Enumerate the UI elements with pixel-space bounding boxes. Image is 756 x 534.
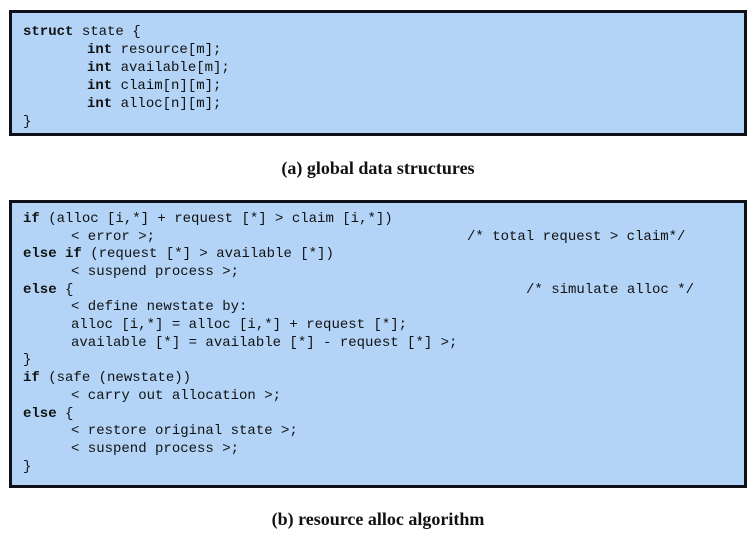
- code-line: }: [12, 113, 744, 131]
- code-text: }: [23, 459, 32, 475]
- keyword: int: [87, 60, 113, 76]
- code-line: < error >; /* total request > claim*/: [12, 228, 744, 246]
- code-segment: int resource[m];: [87, 41, 221, 59]
- code-line: < restore original state >;: [12, 422, 744, 440]
- code-segment: else {: [23, 281, 73, 299]
- code-line: else { /* simulate alloc */: [12, 281, 744, 299]
- code-segment: if (alloc [i,*] + request [*] > claim [i…: [23, 210, 393, 228]
- caption-global-data-structures: (a) global data structures: [281, 158, 475, 178]
- code-text: (request [*] > available [*]): [81, 246, 334, 262]
- keyword: int: [87, 78, 113, 94]
- keyword: if: [23, 370, 40, 386]
- code-line: < carry out allocation >;: [12, 387, 744, 405]
- code-line: alloc [i,*] = alloc [i,*] + request [*];: [12, 316, 744, 334]
- code-text: {: [56, 282, 74, 298]
- keyword: int: [87, 96, 113, 112]
- code-line: int claim[n][m];: [12, 77, 744, 95]
- code-line: }: [12, 458, 744, 476]
- code-text: state {: [73, 24, 141, 40]
- code-text: available [*] = available [*] - request …: [71, 335, 458, 351]
- code-segment: else {: [23, 405, 73, 423]
- global-data-structures-code-block: struct state { int resource[m]; int avai…: [9, 10, 747, 136]
- code-text: }: [23, 352, 32, 368]
- keyword: else if: [23, 246, 82, 262]
- code-line: if (safe (newstate)): [12, 369, 744, 387]
- resource-alloc-algorithm-code-block: if (alloc [i,*] + request [*] > claim [i…: [9, 200, 747, 488]
- code-line: int resource[m];: [12, 41, 744, 59]
- code-segment: int available[m];: [87, 59, 230, 77]
- code-text: }: [23, 114, 32, 130]
- code-text: < error >;: [71, 229, 156, 245]
- code-text: < suspend process >;: [71, 441, 240, 457]
- keyword: struct: [23, 24, 74, 40]
- code-line: else {: [12, 405, 744, 423]
- code-line: else if (request [*] > available [*]): [12, 245, 744, 263]
- code-line: available [*] = available [*] - request …: [12, 334, 744, 352]
- code-comment: /* simulate alloc */: [526, 282, 695, 298]
- code-text: (safe (newstate)): [39, 370, 192, 386]
- code-text: claim[n][m];: [112, 78, 222, 94]
- code-segment: struct state {: [23, 23, 141, 41]
- code-text: available[m];: [112, 60, 230, 76]
- keyword: int: [87, 42, 113, 58]
- code-text: alloc [i,*] = alloc [i,*] + request [*];: [71, 317, 408, 333]
- code-comment: /* total request > claim*/: [467, 229, 686, 245]
- code-text: {: [56, 406, 74, 422]
- code-text: < define newstate by:: [71, 299, 248, 315]
- keyword: else: [23, 406, 57, 422]
- code-text: alloc[n][m];: [112, 96, 222, 112]
- code-line: struct state {: [12, 23, 744, 41]
- code-segment: else if (request [*] > available [*]): [23, 245, 334, 263]
- code-line: }: [12, 351, 744, 369]
- code-line: int available[m];: [12, 59, 744, 77]
- keyword: else: [23, 282, 57, 298]
- code-segment: int claim[n][m];: [87, 77, 221, 95]
- code-text: (alloc [i,*] + request [*] > claim [i,*]…: [39, 211, 393, 227]
- code-line: < define newstate by:: [12, 298, 744, 316]
- code-text: < restore original state >;: [71, 423, 298, 439]
- code-segment: int alloc[n][m];: [87, 95, 221, 113]
- keyword: if: [23, 211, 40, 227]
- code-line: int alloc[n][m];: [12, 95, 744, 113]
- code-line: if (alloc [i,*] + request [*] > claim [i…: [12, 210, 744, 228]
- code-text: < carry out allocation >;: [71, 388, 282, 404]
- code-text: resource[m];: [112, 42, 222, 58]
- code-segment: if (safe (newstate)): [23, 369, 191, 387]
- caption-resource-alloc-algorithm: (b) resource alloc algorithm: [271, 509, 485, 529]
- code-text: < suspend process >;: [71, 264, 240, 280]
- code-line: < suspend process >;: [12, 440, 744, 458]
- code-line: < suspend process >;: [12, 263, 744, 281]
